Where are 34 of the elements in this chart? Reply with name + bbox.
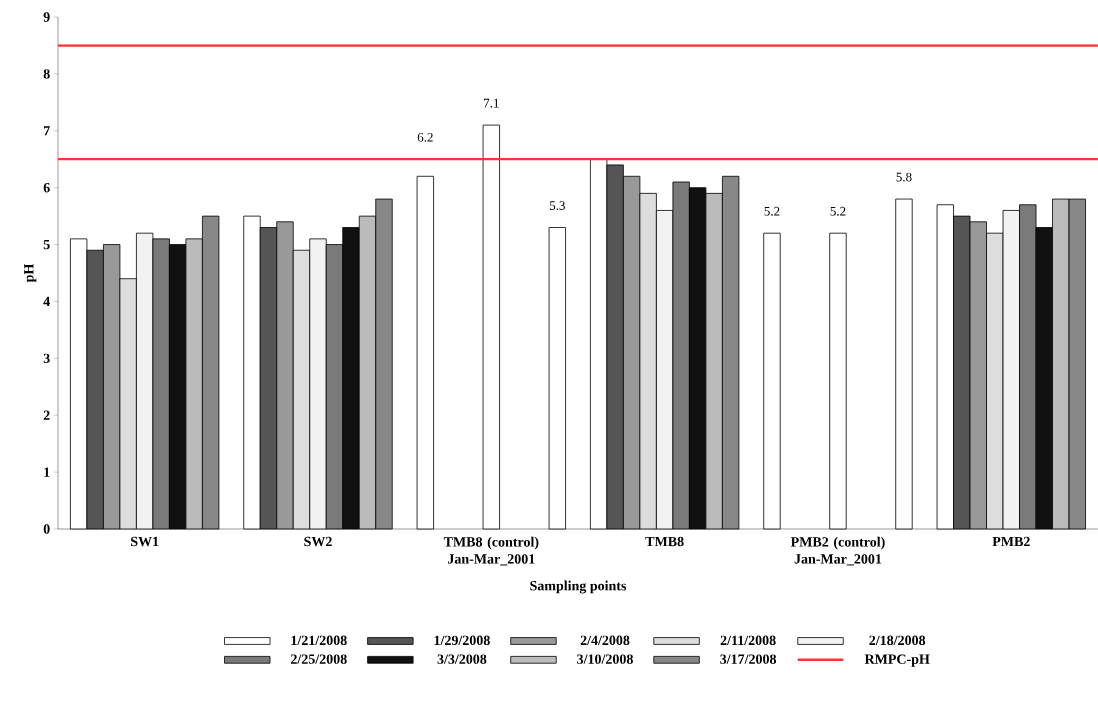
data-label: 5.2: [830, 206, 846, 216]
legend-label: 2/4/2008: [580, 635, 630, 646]
legend-label: 1/21/2008: [291, 635, 347, 646]
legend-label: 3/3/2008: [437, 654, 487, 664]
legend-label: 1/29/2008: [434, 635, 490, 646]
legend-label: 2/11/2008: [720, 635, 776, 646]
legend-label: 3/10/2008: [577, 654, 633, 664]
x-tick-label: TMB8 (control) Jan-Mar_2001: [443, 536, 539, 566]
x-tick-label: SW2: [304, 536, 332, 547]
y-tick-label: 0: [43, 524, 50, 534]
y-tick-label: 3: [43, 353, 50, 364]
data-label: 7.1: [484, 98, 499, 108]
x-tick-label: SW1: [131, 536, 159, 547]
legend-label: 2/18/2008: [869, 635, 926, 646]
y-tick-label: 7: [44, 126, 50, 136]
y-tick-label: 1: [44, 467, 50, 477]
legend-label: RMPC-pH: [864, 654, 930, 667]
x-tick-label: PMB2 (control) Jan-Mar_2001: [790, 536, 885, 566]
y-tick-label: 9: [43, 12, 50, 22]
data-label: 5.8: [896, 172, 912, 182]
y-tick-label: 6: [43, 182, 50, 193]
data-label: 6.2: [417, 132, 433, 142]
data-label: 5.3: [549, 201, 565, 210]
y-tick-label: 2: [43, 410, 50, 420]
y-axis-title: pH: [24, 263, 37, 283]
y-tick-label: 8: [43, 69, 50, 79]
data-label: 5.2: [764, 206, 780, 216]
legend-label: 3/17/2008: [720, 654, 777, 664]
legend-label: 2/25/2008: [291, 654, 347, 664]
x-axis-title: Sampling points: [530, 580, 627, 594]
x-tick-label: PMB2: [992, 536, 1030, 547]
y-tick-label: 5: [43, 239, 50, 250]
y-tick-label: 4: [43, 296, 50, 307]
x-tick-label: TMB8: [645, 536, 684, 547]
